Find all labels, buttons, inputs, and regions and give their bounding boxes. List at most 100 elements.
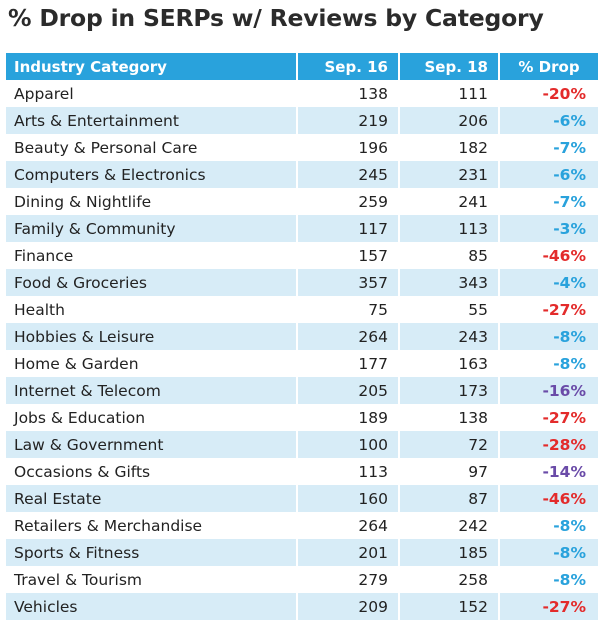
table-row: Computers & Electronics 245 231 -6% xyxy=(6,161,598,188)
cell-sep18: 152 xyxy=(399,593,500,620)
cell-sep16: 205 xyxy=(297,377,400,404)
cell-sep18: 258 xyxy=(399,566,500,593)
cell-sep18: 243 xyxy=(399,323,500,350)
cell-sep18: 85 xyxy=(399,242,500,269)
cell-category: Family & Community xyxy=(6,215,298,242)
cell-category: Apparel xyxy=(6,80,298,107)
cell-sep18: 138 xyxy=(399,404,500,431)
chart-title: % Drop in SERPs w/ Reviews by Category xyxy=(8,4,544,32)
cell-category: Vehicles xyxy=(6,593,298,620)
cell-sep18: 343 xyxy=(399,269,500,296)
cell-sep18: 231 xyxy=(399,161,500,188)
cell-category: Sports & Fitness xyxy=(6,539,298,566)
cell-category: Real Estate xyxy=(6,485,298,512)
table-header: Industry Category Sep. 16 Sep. 18 % Drop xyxy=(6,53,598,80)
cell-sep16: 209 xyxy=(297,593,400,620)
table-row: Home & Garden 177 163 -8% xyxy=(6,350,598,377)
table-body: Apparel 138 111 -20% Arts & Entertainment 219… xyxy=(6,80,598,620)
table-row: Retailers & Merchandise 264 242 -8% xyxy=(6,512,598,539)
cell-sep18: 242 xyxy=(399,512,500,539)
cell-category: Occasions & Gifts xyxy=(6,458,298,485)
cell-drop: -27% xyxy=(499,296,598,323)
cell-sep18: 206 xyxy=(399,107,500,134)
cell-sep16: 117 xyxy=(297,215,400,242)
cell-drop: -8% xyxy=(499,512,598,539)
cell-category: Internet & Telecom xyxy=(6,377,298,404)
table-row: Finance 157 85 -46% xyxy=(6,242,598,269)
cell-sep16: 177 xyxy=(297,350,400,377)
cell-sep16: 357 xyxy=(297,269,400,296)
cell-sep16: 160 xyxy=(297,485,400,512)
cell-drop: -4% xyxy=(499,269,598,296)
cell-sep16: 219 xyxy=(297,107,400,134)
cell-drop: -3% xyxy=(499,215,598,242)
table-row: Sports & Fitness 201 185 -8% xyxy=(6,539,598,566)
cell-drop: -8% xyxy=(499,539,598,566)
cell-sep18: 87 xyxy=(399,485,500,512)
cell-category: Arts & Entertainment xyxy=(6,107,298,134)
cell-sep18: 113 xyxy=(399,215,500,242)
column-header-drop: % Drop xyxy=(499,53,598,80)
cell-category: Travel & Tourism xyxy=(6,566,298,593)
cell-drop: -8% xyxy=(499,566,598,593)
cell-drop: -27% xyxy=(499,404,598,431)
cell-sep16: 100 xyxy=(297,431,400,458)
cell-drop: -7% xyxy=(499,188,598,215)
table-row: Vehicles 209 152 -27% xyxy=(6,593,598,620)
cell-sep16: 264 xyxy=(297,323,400,350)
cell-sep16: 189 xyxy=(297,404,400,431)
cell-sep16: 245 xyxy=(297,161,400,188)
cell-drop: -16% xyxy=(499,377,598,404)
cell-sep16: 201 xyxy=(297,539,400,566)
cell-drop: -28% xyxy=(499,431,598,458)
table-row: Real Estate 160 87 -46% xyxy=(6,485,598,512)
cell-category: Beauty & Personal Care xyxy=(6,134,298,161)
cell-drop: -20% xyxy=(499,80,598,107)
cell-sep18: 111 xyxy=(399,80,500,107)
cell-drop: -46% xyxy=(499,242,598,269)
cell-category: Jobs & Education xyxy=(6,404,298,431)
cell-drop: -8% xyxy=(499,350,598,377)
table-row: Hobbies & Leisure 264 243 -8% xyxy=(6,323,598,350)
cell-category: Computers & Electronics xyxy=(6,161,298,188)
cell-sep16: 75 xyxy=(297,296,400,323)
cell-drop: -27% xyxy=(499,593,598,620)
cell-sep18: 241 xyxy=(399,188,500,215)
table-row: Health 75 55 -27% xyxy=(6,296,598,323)
cell-drop: -7% xyxy=(499,134,598,161)
cell-sep18: 182 xyxy=(399,134,500,161)
cell-category: Home & Garden xyxy=(6,350,298,377)
header-row: Industry Category Sep. 16 Sep. 18 % Drop xyxy=(6,53,598,80)
table-row: Internet & Telecom 205 173 -16% xyxy=(6,377,598,404)
cell-drop: -46% xyxy=(499,485,598,512)
cell-drop: -8% xyxy=(499,323,598,350)
cell-sep16: 279 xyxy=(297,566,400,593)
cell-drop: -6% xyxy=(499,161,598,188)
cell-sep16: 259 xyxy=(297,188,400,215)
table-row: Occasions & Gifts 113 97 -14% xyxy=(6,458,598,485)
cell-sep18: 55 xyxy=(399,296,500,323)
cell-category: Hobbies & Leisure xyxy=(6,323,298,350)
cell-category: Health xyxy=(6,296,298,323)
table-row: Apparel 138 111 -20% xyxy=(6,80,598,107)
cell-category: Food & Groceries xyxy=(6,269,298,296)
cell-category: Retailers & Merchandise xyxy=(6,512,298,539)
cell-category: Law & Government xyxy=(6,431,298,458)
cell-sep18: 185 xyxy=(399,539,500,566)
table-row: Dining & Nightlife 259 241 -7% xyxy=(6,188,598,215)
cell-sep16: 196 xyxy=(297,134,400,161)
table-row: Beauty & Personal Care 196 182 -7% xyxy=(6,134,598,161)
cell-sep18: 173 xyxy=(399,377,500,404)
cell-sep18: 72 xyxy=(399,431,500,458)
cell-sep18: 163 xyxy=(399,350,500,377)
cell-sep16: 113 xyxy=(297,458,400,485)
table-row: Arts & Entertainment 219 206 -6% xyxy=(6,107,598,134)
table-row: Family & Community 117 113 -3% xyxy=(6,215,598,242)
cell-drop: -6% xyxy=(499,107,598,134)
column-header-sep18: Sep. 18 xyxy=(399,53,500,80)
table-row: Travel & Tourism 279 258 -8% xyxy=(6,566,598,593)
cell-sep18: 97 xyxy=(399,458,500,485)
column-header-category: Industry Category xyxy=(6,53,298,80)
table-row: Food & Groceries 357 343 -4% xyxy=(6,269,598,296)
data-table: Industry Category Sep. 16 Sep. 18 % Drop… xyxy=(6,53,598,620)
